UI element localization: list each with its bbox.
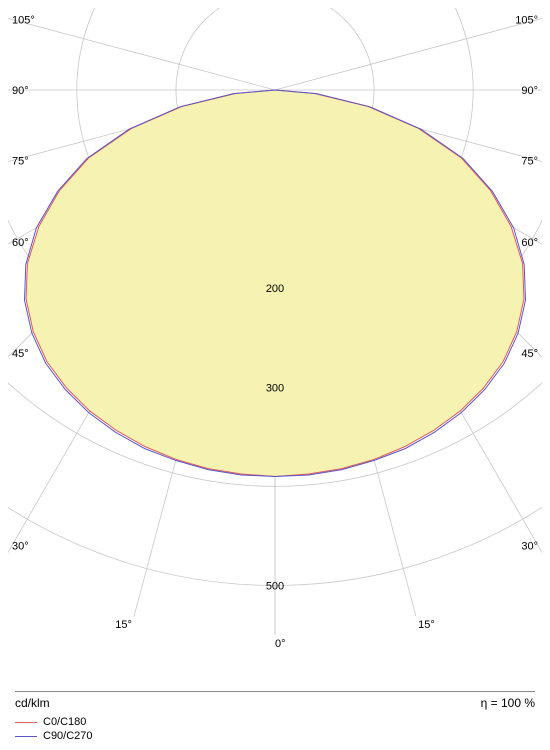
- svg-text:30°: 30°: [521, 541, 538, 553]
- polar-photometric-chart: 200 300 500 0° 15° 15° 105° 105° 90° 90° 75° 75° 60°…: [0, 0, 550, 750]
- chart-footer: cd/klm η = 100 %: [15, 691, 535, 710]
- unit-label: cd/klm: [15, 696, 50, 710]
- svg-text:90°: 90°: [12, 85, 29, 97]
- legend: C0/C180 C90/C270: [15, 714, 93, 742]
- legend-label-c0: C0/C180: [43, 716, 86, 728]
- svg-text:60°: 60°: [12, 237, 29, 249]
- svg-text:30°: 30°: [12, 541, 29, 553]
- legend-swatch-c0: [15, 722, 37, 723]
- efficiency-label: η = 100 %: [481, 696, 535, 710]
- legend-swatch-c90: [15, 736, 37, 737]
- legend-item-c90: C90/C270: [15, 730, 93, 742]
- svg-text:60°: 60°: [521, 237, 538, 249]
- svg-text:45°: 45°: [521, 348, 538, 360]
- svg-text:0°: 0°: [275, 638, 286, 650]
- svg-text:45°: 45°: [12, 348, 29, 360]
- svg-text:105°: 105°: [515, 15, 538, 27]
- svg-text:15°: 15°: [418, 619, 435, 631]
- chart-svg: 200 300 500 0° 15° 15° 105° 105° 90° 90° 75° 75° 60°…: [0, 0, 550, 690]
- svg-text:500: 500: [266, 580, 284, 592]
- legend-item-c0: C0/C180: [15, 716, 93, 728]
- svg-text:75°: 75°: [12, 155, 29, 167]
- svg-text:90°: 90°: [521, 85, 538, 97]
- svg-text:105°: 105°: [12, 15, 35, 27]
- svg-text:75°: 75°: [521, 155, 538, 167]
- svg-text:15°: 15°: [115, 619, 132, 631]
- svg-text:300: 300: [266, 382, 284, 394]
- legend-label-c90: C90/C270: [43, 730, 93, 742]
- svg-text:200: 200: [266, 283, 284, 295]
